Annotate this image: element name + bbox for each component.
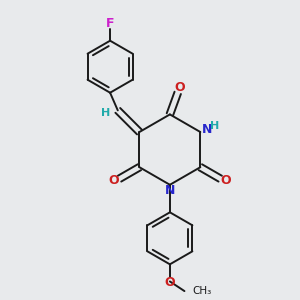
Text: O: O bbox=[165, 276, 175, 289]
Text: CH₃: CH₃ bbox=[192, 286, 212, 296]
Text: N: N bbox=[202, 123, 212, 136]
Text: O: O bbox=[174, 81, 184, 94]
Text: H: H bbox=[210, 121, 220, 131]
Text: H: H bbox=[101, 108, 110, 118]
Text: F: F bbox=[106, 17, 114, 30]
Text: O: O bbox=[220, 174, 231, 187]
Text: O: O bbox=[109, 174, 119, 187]
Text: N: N bbox=[165, 184, 175, 197]
